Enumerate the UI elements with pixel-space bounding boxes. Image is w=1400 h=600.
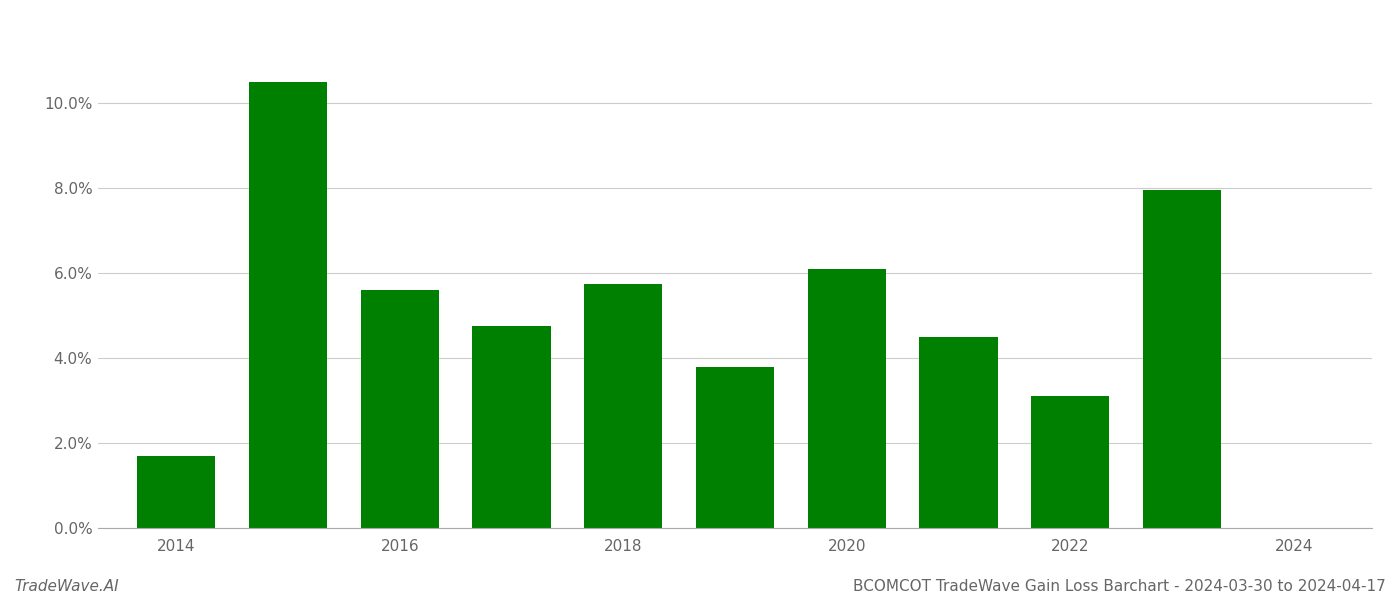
- Bar: [696, 367, 774, 528]
- Bar: [472, 326, 550, 528]
- Bar: [1142, 190, 1221, 528]
- Bar: [584, 284, 662, 528]
- Bar: [249, 82, 328, 528]
- Text: TradeWave.AI: TradeWave.AI: [14, 579, 119, 594]
- Text: BCOMCOT TradeWave Gain Loss Barchart - 2024-03-30 to 2024-04-17: BCOMCOT TradeWave Gain Loss Barchart - 2…: [853, 579, 1386, 594]
- Bar: [920, 337, 998, 528]
- Bar: [137, 456, 216, 528]
- Bar: [361, 290, 438, 528]
- Bar: [1032, 396, 1109, 528]
- Bar: [808, 269, 886, 528]
